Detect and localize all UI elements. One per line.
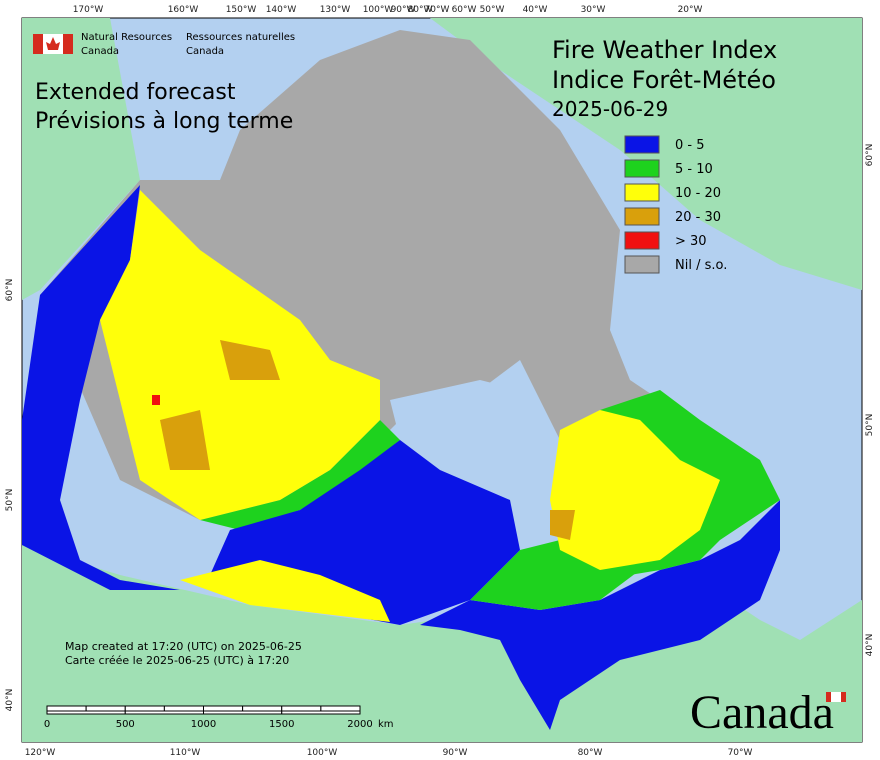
scale-label: 0 <box>44 719 50 730</box>
legend-swatch <box>624 231 660 250</box>
legend-swatch <box>624 135 660 154</box>
scale-segment <box>281 710 361 715</box>
graticule-label: 40°N <box>865 634 875 657</box>
legend-swatch <box>624 207 660 226</box>
graticule-label: 40°N <box>5 689 15 712</box>
scale-label: 2000 <box>347 719 372 730</box>
graticule-label: 70°W <box>728 748 753 758</box>
legend-swatch <box>624 255 660 274</box>
graticule-label: 120°W <box>25 748 56 758</box>
title: Indice Forêt-Météo <box>552 66 776 94</box>
scale-label: 1500 <box>269 719 294 730</box>
graticule-label: 20°W <box>678 5 703 15</box>
scale-segment <box>46 710 126 715</box>
graticule-label: 70°W <box>425 5 450 15</box>
graticule-label: 100°W <box>363 5 394 15</box>
graticule-label: 170°W <box>73 5 104 15</box>
graticule-label: 90°W <box>443 748 468 758</box>
credit: Carte créée le 2025-06-25 (UTC) à 17:20 <box>65 654 289 667</box>
legend-label: 20 - 30 <box>675 210 721 225</box>
legend-label: 0 - 5 <box>675 138 705 153</box>
graticule-label: 140°W <box>266 5 297 15</box>
graticule-label: 50°N <box>865 414 875 437</box>
agency-en: Canada <box>81 46 119 57</box>
scale-segment <box>242 705 283 712</box>
agency-fr: Canada <box>186 46 224 57</box>
graticule-label: 60°W <box>452 5 477 15</box>
graticule-label: 50°N <box>5 489 15 512</box>
scale-segment <box>46 705 87 712</box>
wordmark-flag <box>826 692 846 702</box>
graticule-label: 160°W <box>168 5 199 15</box>
graticule-label: 90°W <box>391 5 416 15</box>
credit: Map created at 17:20 (UTC) on 2025-06-25 <box>65 640 302 653</box>
logo <box>33 34 73 54</box>
graticule-label: 60°N <box>865 144 875 167</box>
graticule-label: 130°W <box>320 5 351 15</box>
scale-unit: km <box>378 719 394 730</box>
graticule-label: 60°N <box>5 279 15 302</box>
graticule-label: 110°W <box>170 748 201 758</box>
graticule-label: 80°W <box>408 5 433 15</box>
date: 2025-06-29 <box>552 97 668 121</box>
agency-en: Natural Resources <box>81 32 172 43</box>
wordmark: Canada <box>690 686 834 739</box>
graticule-label: 80°W <box>578 748 603 758</box>
graticule-label: 100°W <box>307 748 338 758</box>
legend-label: 10 - 20 <box>675 186 721 201</box>
scale-segment <box>203 710 283 715</box>
scale-label: 1000 <box>191 719 216 730</box>
graticule-label: 40°W <box>523 5 548 15</box>
legend-swatch <box>624 183 660 202</box>
scale-segment <box>163 705 204 712</box>
scale-label: 500 <box>116 719 135 730</box>
subtitle: Extended forecast <box>35 80 236 105</box>
graticule-label: 150°W <box>226 5 257 15</box>
legend-swatch <box>624 159 660 178</box>
scale-segment <box>124 710 204 715</box>
legend-label: > 30 <box>675 234 707 249</box>
scale-segment <box>320 705 361 712</box>
scale-segment <box>124 705 165 712</box>
graticule-label: 30°W <box>581 5 606 15</box>
scale-segment <box>281 705 322 712</box>
legend-label: Nil / s.o. <box>675 258 727 273</box>
title: Fire Weather Index <box>552 36 777 64</box>
scale-segment <box>85 705 126 712</box>
scale-segment <box>203 705 244 712</box>
legend-label: 5 - 10 <box>675 162 713 177</box>
subtitle: Prévisions à long terme <box>35 109 293 134</box>
graticule-label: 50°W <box>480 5 505 15</box>
agency-fr: Ressources naturelles <box>186 32 295 43</box>
fwi-zones <box>22 185 780 730</box>
